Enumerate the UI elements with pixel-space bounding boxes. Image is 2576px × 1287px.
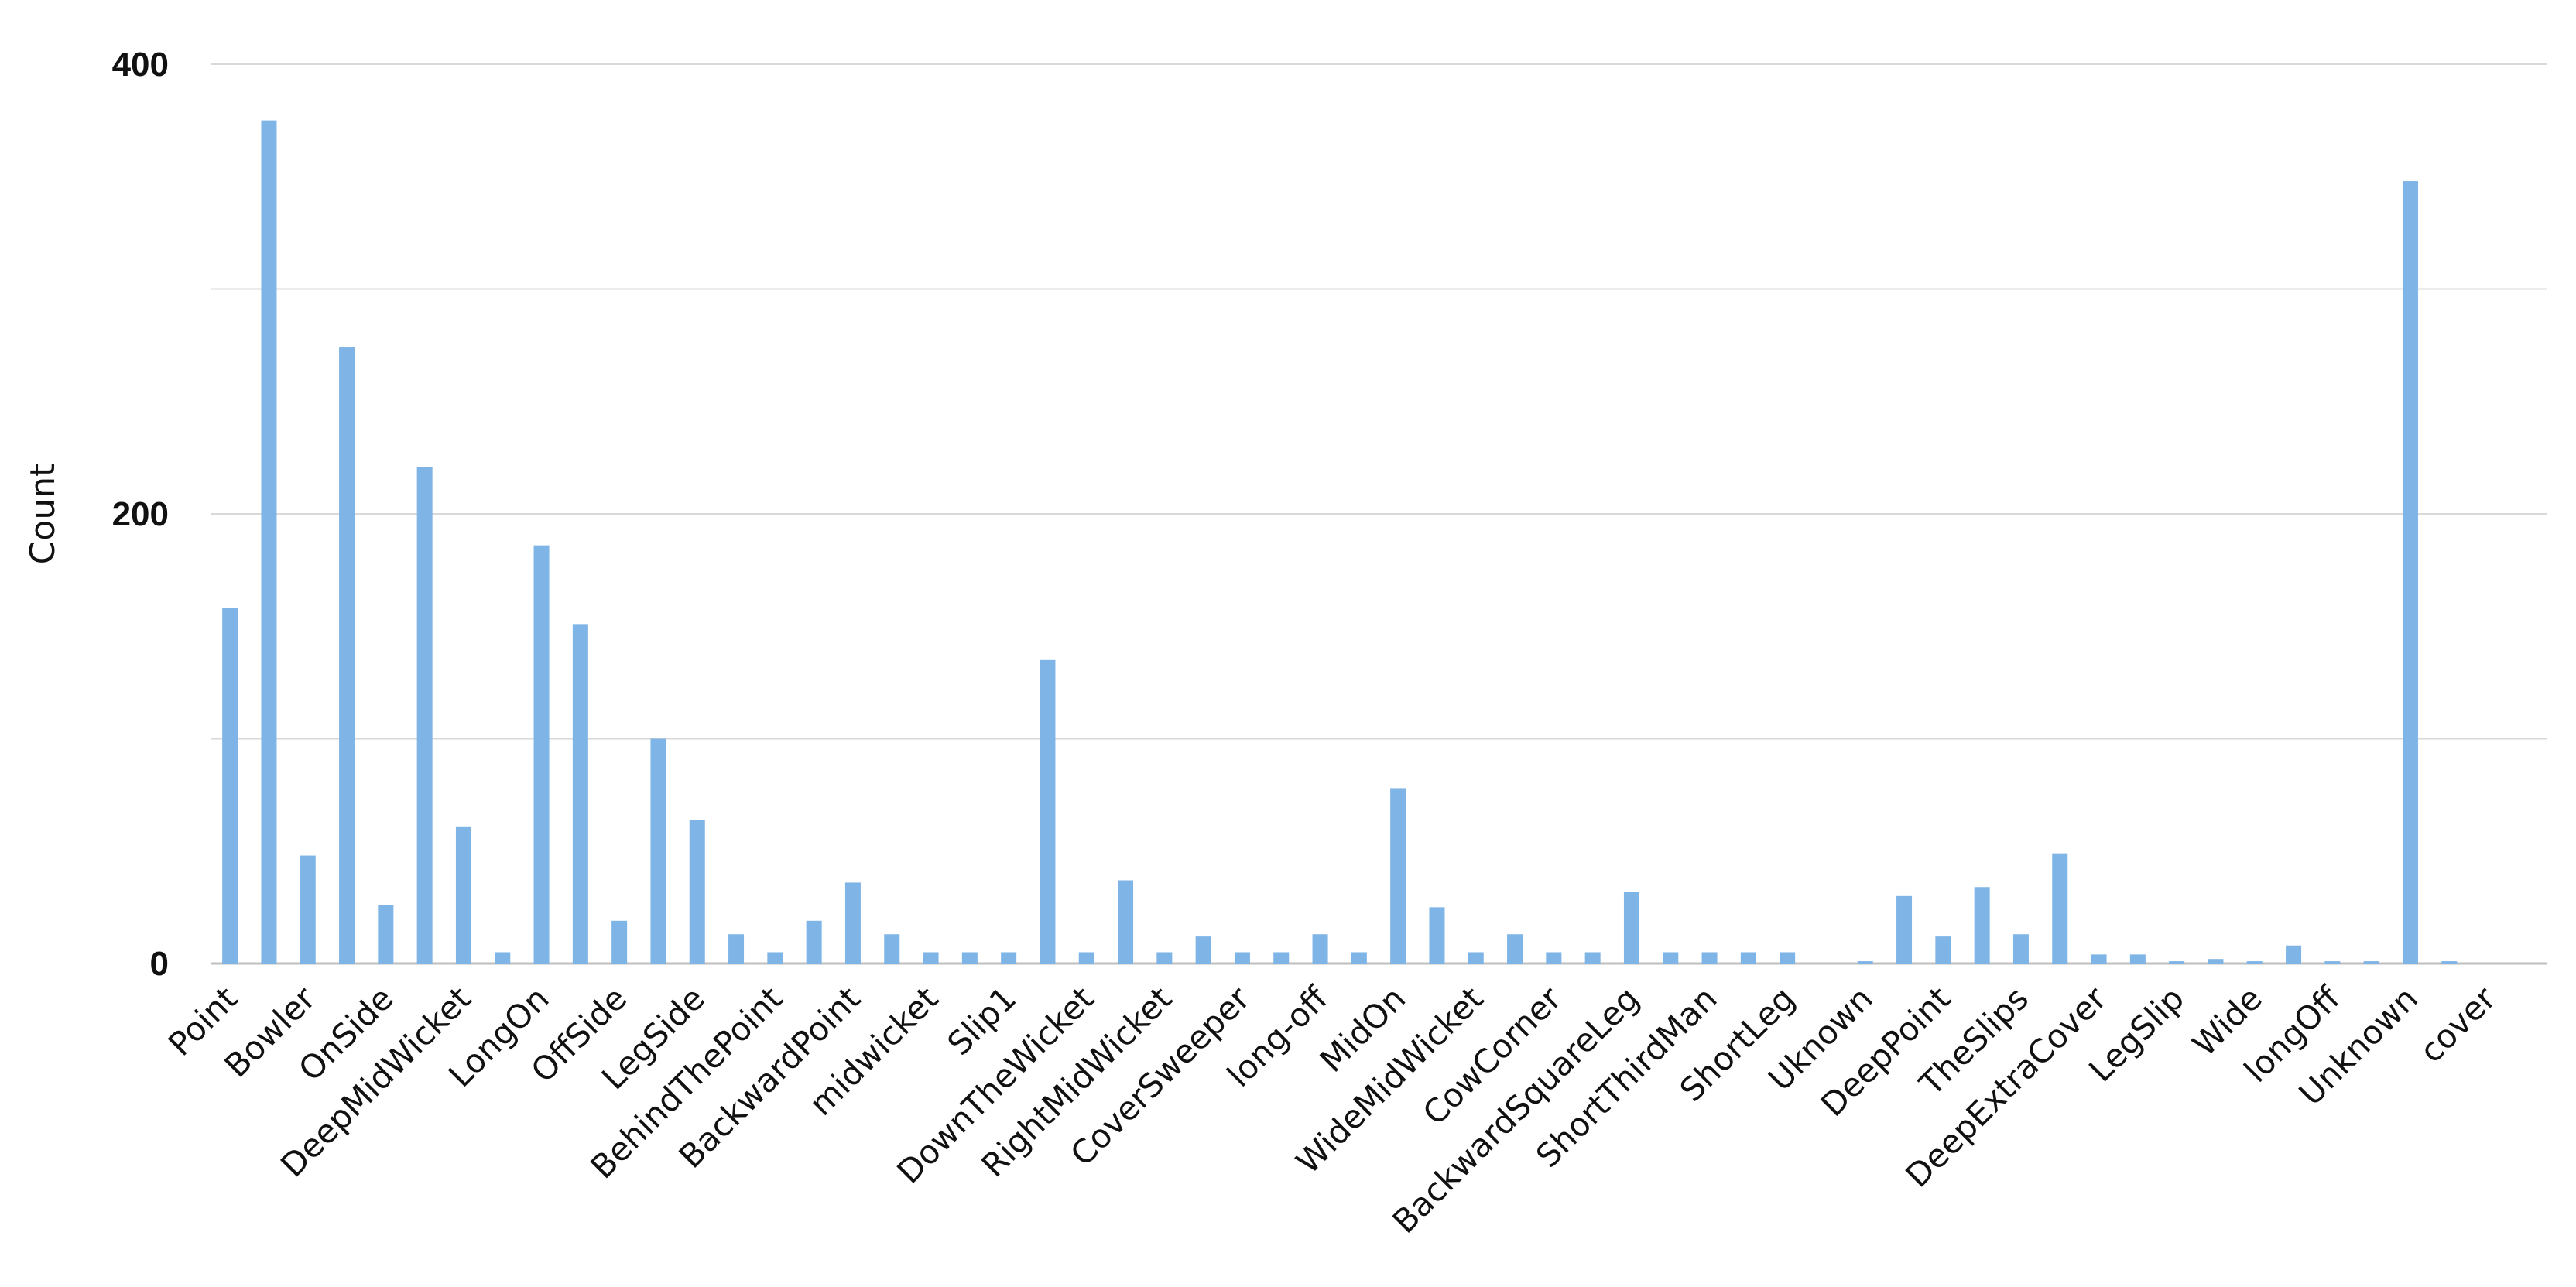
bar — [1001, 952, 1017, 964]
bar — [1118, 880, 1134, 964]
bar — [806, 920, 822, 964]
bar — [2091, 954, 2107, 964]
bar — [1663, 952, 1679, 964]
bar — [1507, 934, 1523, 964]
y-tick-label: 200 — [112, 495, 169, 533]
gridlines — [211, 63, 2547, 965]
bar — [2441, 961, 2458, 964]
y-axis-label: Count — [23, 464, 63, 565]
bar — [495, 952, 511, 964]
bar — [261, 120, 277, 964]
bar — [1546, 952, 1562, 964]
bar — [650, 738, 666, 964]
bar — [1701, 952, 1718, 964]
bar — [1234, 952, 1250, 964]
bar — [2012, 934, 2029, 964]
bar — [884, 934, 900, 964]
y-tick-label: 0 — [150, 945, 169, 983]
x-axis-ticks: PointBowlerOnSideDeepMidWicketLongOnOffS… — [161, 979, 2503, 1241]
bars — [222, 120, 2458, 964]
bar — [378, 905, 394, 964]
bar — [1896, 895, 1913, 964]
bar — [1195, 936, 1211, 964]
bar — [767, 952, 783, 964]
bar — [1040, 659, 1056, 964]
bar — [1780, 952, 1796, 964]
bar — [1857, 961, 1873, 964]
bar — [2402, 181, 2418, 964]
bar — [1312, 934, 1328, 964]
bar — [2052, 853, 2068, 964]
bar — [1078, 952, 1094, 964]
bar — [1935, 936, 1951, 964]
bar — [533, 545, 550, 964]
bar — [1740, 952, 1756, 964]
bar — [689, 820, 705, 964]
bar — [2363, 961, 2379, 964]
bar — [339, 347, 355, 964]
bar — [455, 826, 471, 964]
bar — [1351, 952, 1367, 964]
bar — [844, 882, 861, 964]
bar — [2129, 954, 2146, 964]
bar — [1974, 887, 1990, 964]
bar — [1156, 952, 1173, 964]
bar — [1429, 907, 1445, 964]
y-tick-label: 400 — [112, 46, 169, 84]
bar — [2324, 961, 2341, 964]
bar — [2169, 961, 2185, 964]
bar — [2208, 959, 2224, 964]
bar — [1273, 952, 1290, 964]
bar — [1468, 952, 1484, 964]
bar — [1584, 952, 1601, 964]
y-axis-ticks: 0 200 400 — [112, 46, 169, 983]
bar — [1390, 788, 1406, 964]
bar — [300, 855, 316, 964]
bar — [2246, 961, 2263, 964]
bar — [728, 934, 745, 964]
bar — [1623, 892, 1639, 964]
bar — [2286, 945, 2302, 964]
bar — [961, 952, 978, 964]
x-tick-label: cover — [2412, 979, 2503, 1070]
bar — [572, 624, 588, 964]
bar — [611, 920, 628, 964]
bar — [923, 952, 939, 964]
bar — [222, 608, 238, 964]
bar — [416, 466, 433, 964]
